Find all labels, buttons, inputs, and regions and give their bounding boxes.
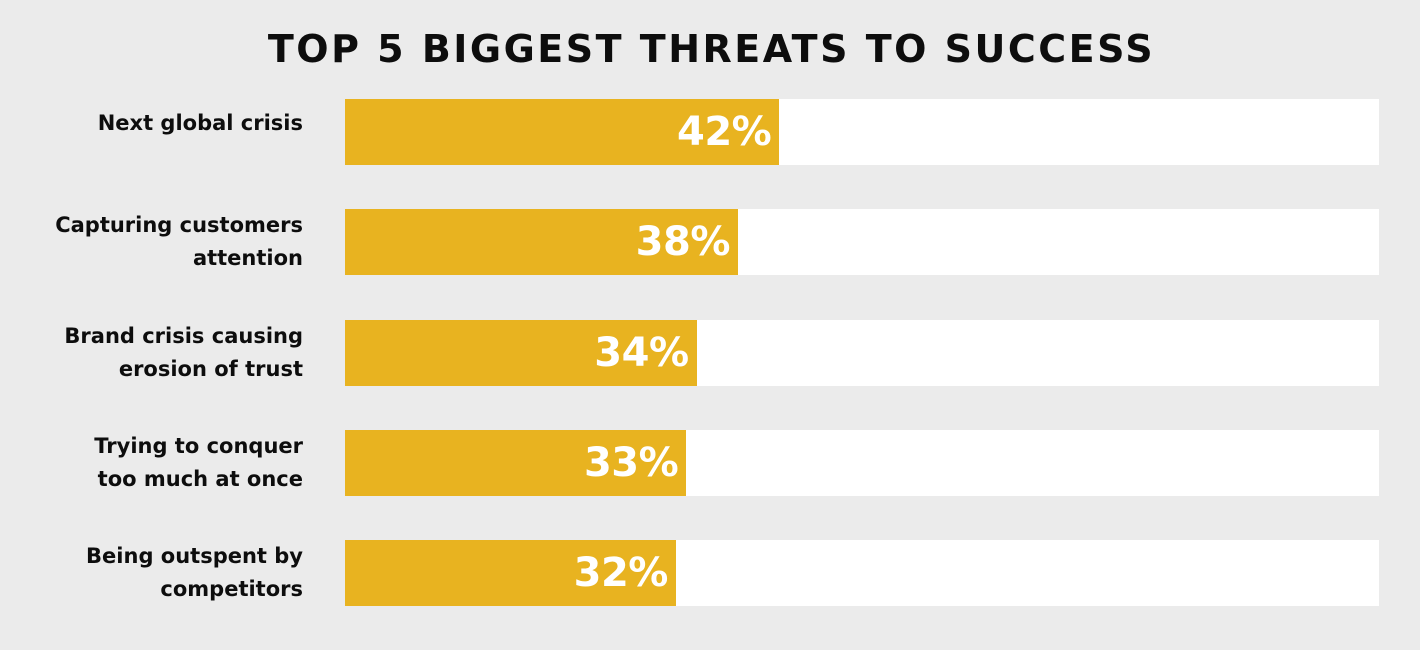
bar-track: 33% xyxy=(345,430,1379,496)
category-label: Being outspent by competitors xyxy=(86,544,303,601)
bar-row: Being outspent by competitors 32% xyxy=(0,540,1423,608)
value-label: 42% xyxy=(677,109,772,155)
category-label: Capturing customers attention xyxy=(55,213,303,270)
bar-row: Trying to conquer too much at once 33% xyxy=(0,430,1423,498)
bar: 42% xyxy=(345,99,780,165)
bar: 32% xyxy=(345,540,676,606)
category-label: Next global crisis xyxy=(97,111,303,135)
bar: 34% xyxy=(345,320,697,386)
bar-row: Brand crisis causing erosion of trust 34% xyxy=(0,320,1423,388)
bar-track: 38% xyxy=(345,209,1379,275)
value-label: 32% xyxy=(573,550,669,596)
category-label: Trying to conquer too much at once xyxy=(94,434,303,491)
bar-track: 42% xyxy=(345,99,1379,165)
bar-row: Next global crisis 42% xyxy=(0,99,1423,167)
bar-row: Capturing customers attention 38% xyxy=(0,209,1423,277)
value-label: 33% xyxy=(583,440,679,486)
value-label: 38% xyxy=(635,219,731,265)
bar-track: 34% xyxy=(345,320,1379,386)
category-label: Brand crisis causing erosion of trust xyxy=(64,324,303,381)
bar-track: 32% xyxy=(345,540,1379,606)
value-label: 34% xyxy=(594,330,689,376)
bar: 38% xyxy=(345,209,738,275)
bar: 33% xyxy=(345,430,687,496)
chart-title: TOP 5 BIGGEST THREATS TO SUCCESS xyxy=(267,27,1156,71)
